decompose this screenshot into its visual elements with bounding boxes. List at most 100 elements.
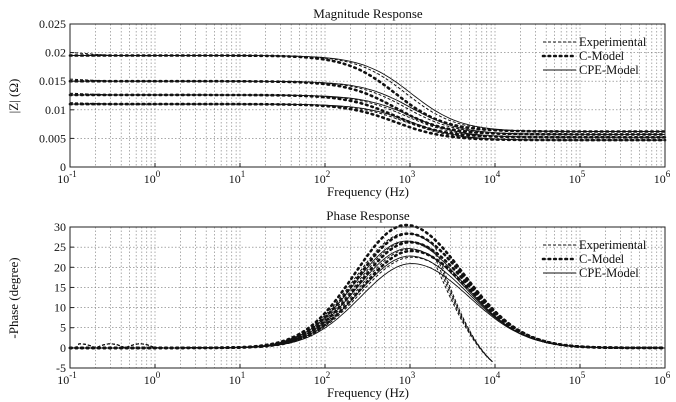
phase-title: Phase Response xyxy=(326,208,410,223)
phase-x-ticks: 10-1 100 101 102 103 104 105 106 xyxy=(57,364,671,387)
x-tick-exponent: 4 xyxy=(496,169,501,179)
magnitude-y-ticks: 0 0.005 0.01 0.015 0.02 0.025 xyxy=(39,17,74,174)
phase-series xyxy=(68,223,667,363)
magnitude-x-label: Frequency (Hz) xyxy=(327,184,409,199)
x-tick-base: 10 xyxy=(484,373,496,387)
cpe-model-line-2 xyxy=(70,80,665,135)
x-tick-label: 105 xyxy=(569,169,586,186)
experimental-line-2 xyxy=(69,78,665,135)
magnitude-series xyxy=(68,51,667,142)
x-tick-base: 10 xyxy=(399,373,411,387)
y-tick-label: 0.02 xyxy=(45,46,66,60)
x-tick-label: 10-1 xyxy=(57,370,77,387)
c-model-line-1 xyxy=(68,223,667,350)
y-tick-label: 0.025 xyxy=(39,17,66,31)
y-tick-label: 20 xyxy=(54,260,66,274)
legend-label-1: Experimental xyxy=(579,35,647,49)
x-tick-base: 10 xyxy=(654,172,666,186)
x-tick-exponent: 6 xyxy=(666,169,671,179)
x-tick-exponent: 5 xyxy=(581,169,586,179)
y-tick-label: 0 xyxy=(60,341,66,355)
x-tick-base: 10 xyxy=(229,373,241,387)
x-tick-base: 10 xyxy=(569,373,581,387)
x-tick-label: 102 xyxy=(314,169,331,186)
c-model-line-3 xyxy=(68,93,667,139)
x-tick-label: 104 xyxy=(484,169,501,186)
c-model-line-3 xyxy=(68,241,667,350)
x-tick-exponent: 2 xyxy=(326,169,331,179)
x-tick-base: 10 xyxy=(484,172,496,186)
x-tick-exponent: 0 xyxy=(156,169,161,179)
x-tick-base: 10 xyxy=(314,172,326,186)
x-tick-exponent: 0 xyxy=(156,370,161,380)
x-tick-base: 10 xyxy=(229,172,241,186)
cpe-model-line-3 xyxy=(70,94,665,138)
magnitude-panel: Magnitude Response 0 0.005 0.01 0.015 0.02 0.… xyxy=(6,6,671,199)
y-tick-label: 30 xyxy=(54,220,66,234)
magnitude-x-ticks: 10-1 100 101 102 103 104 105 106 xyxy=(57,163,671,186)
x-tick-label: 10-1 xyxy=(57,169,77,186)
y-tick-label: 15 xyxy=(54,280,66,294)
x-tick-label: 106 xyxy=(654,169,671,186)
x-tick-base: 10 xyxy=(57,373,69,387)
x-tick-label: 100 xyxy=(144,169,161,186)
x-tick-base: 10 xyxy=(57,172,69,186)
x-tick-exponent: 4 xyxy=(496,370,501,380)
x-tick-exponent: 3 xyxy=(411,169,416,179)
x-tick-label: 103 xyxy=(399,169,416,186)
x-tick-exponent: -1 xyxy=(69,370,77,380)
x-tick-exponent: 5 xyxy=(581,370,586,380)
x-tick-base: 10 xyxy=(314,373,326,387)
x-tick-exponent: 2 xyxy=(326,370,331,380)
x-tick-base: 10 xyxy=(144,373,156,387)
y-tick-label: 5 xyxy=(60,321,66,335)
x-tick-label: 104 xyxy=(484,370,501,387)
y-tick-label: 0.005 xyxy=(39,131,66,145)
x-tick-exponent: 1 xyxy=(241,169,246,179)
y-tick-label: 0.01 xyxy=(45,103,66,117)
x-tick-label: 106 xyxy=(654,370,671,387)
y-tick-label: 0.015 xyxy=(39,74,66,88)
x-tick-exponent: -1 xyxy=(69,169,77,179)
c-model-line-4 xyxy=(68,102,667,142)
c-model-line-4 xyxy=(68,249,667,350)
legend-label-2: C-Model xyxy=(579,252,625,266)
x-tick-label: 101 xyxy=(229,169,246,186)
experimental-line-3 xyxy=(69,92,665,138)
cpe-model-line-1 xyxy=(70,240,665,349)
legend-label-2: C-Model xyxy=(579,49,625,63)
x-tick-label: 100 xyxy=(144,370,161,387)
phase-plot-frame xyxy=(69,226,666,369)
x-tick-label: 102 xyxy=(314,370,331,387)
x-tick-base: 10 xyxy=(399,172,411,186)
x-tick-base: 10 xyxy=(654,373,666,387)
x-tick-label: 101 xyxy=(229,370,246,387)
cpe-model-line-1 xyxy=(70,55,665,132)
legend-label-3: CPE-Model xyxy=(579,266,639,280)
experimental-line-4 xyxy=(70,256,493,363)
x-tick-exponent: 3 xyxy=(411,370,416,380)
x-tick-base: 10 xyxy=(569,172,581,186)
legend-label-1: Experimental xyxy=(579,238,647,252)
y-tick-label: 10 xyxy=(54,301,66,315)
y-tick-label: 0 xyxy=(60,160,66,174)
magnitude-y-label: |Z| (Ω) xyxy=(6,79,21,114)
x-tick-exponent: 1 xyxy=(241,370,246,380)
phase-x-label: Frequency (Hz) xyxy=(327,385,409,400)
y-tick-label: -5 xyxy=(56,361,66,375)
phase-y-label: -Phase (degree) xyxy=(6,257,21,338)
x-tick-exponent: 6 xyxy=(666,370,671,380)
c-model-line-2 xyxy=(68,79,667,136)
magnitude-title: Magnitude Response xyxy=(313,6,423,21)
x-tick-label: 103 xyxy=(399,370,416,387)
c-model-line-2 xyxy=(68,232,667,350)
phase-grid xyxy=(70,227,665,368)
experimental-line-1 xyxy=(69,51,665,132)
x-tick-label: 105 xyxy=(569,370,586,387)
cpe-model-line-4 xyxy=(70,263,665,349)
x-tick-base: 10 xyxy=(144,172,156,186)
